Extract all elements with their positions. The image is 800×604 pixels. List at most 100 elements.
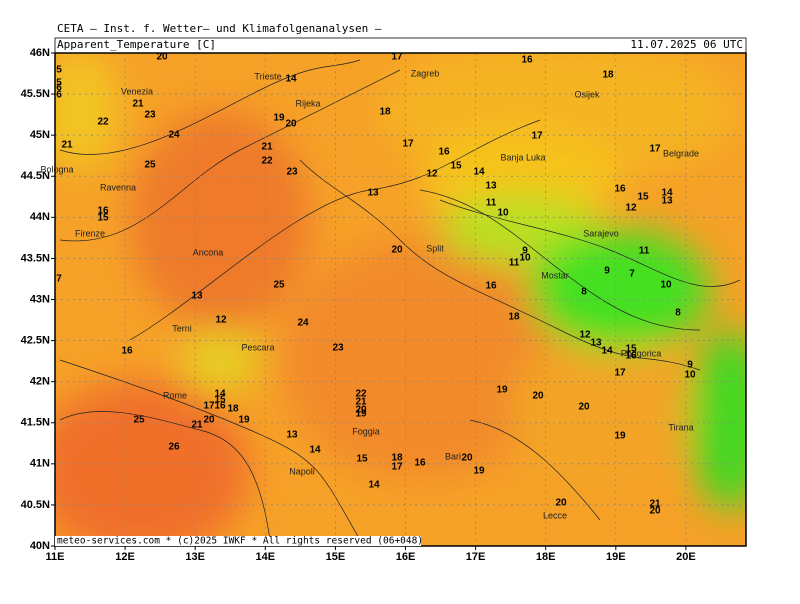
lon-label: 16E [396, 551, 416, 563]
lon-label: 18E [536, 551, 556, 563]
city-name: Terni [172, 323, 192, 333]
contour-label: 20 [649, 506, 661, 517]
contour-label: 20 [555, 498, 567, 509]
footer-box [55, 536, 421, 546]
contour-label: 12 [625, 203, 637, 214]
contour-label: 21 [261, 142, 273, 153]
contour-label: 23 [286, 167, 298, 178]
contour-label: 7 [629, 269, 635, 280]
contour-label: 7 [56, 274, 62, 285]
city-name: Tirana [668, 422, 693, 432]
contour-label: 17 [391, 462, 403, 473]
field-shading [55, 53, 746, 546]
city-name: Rome [163, 390, 187, 400]
contour-label: 17 [391, 52, 403, 63]
contour-label: 16 [521, 55, 533, 66]
contour-label: 18 [602, 70, 614, 81]
lat-label: 45.5N [21, 88, 50, 100]
city-name: Bologna [40, 164, 73, 174]
lon-label: 17E [466, 551, 486, 563]
contour-label: 16 [614, 184, 626, 195]
contour-label: 15 [637, 192, 649, 203]
contour-label: 18 [508, 312, 520, 323]
contour-label: 20 [461, 453, 473, 464]
contour-label: 20 [156, 52, 168, 63]
contour-label: 19 [496, 385, 508, 396]
lon-label: 13E [185, 551, 205, 563]
contour-label: 11 [639, 246, 650, 257]
header-time: 11.07.2025 06 UTC [630, 38, 743, 51]
header-field: Apparent_Temperature [C] [57, 38, 216, 51]
contour-label: 24 [168, 130, 180, 141]
contour-label: 21 [649, 499, 661, 510]
contour-label: 12 [215, 315, 227, 326]
city-name: Ancona [193, 247, 224, 257]
contour-label: 16 [97, 206, 109, 217]
contour-label: 15 [625, 344, 637, 355]
contour-label: 21 [61, 140, 73, 151]
contour-label: 22 [261, 156, 273, 167]
city-name: Mostar [541, 270, 569, 280]
contour-label: 25 [273, 280, 285, 291]
lon-label: 12E [115, 551, 135, 563]
contour-label: 14 [214, 389, 226, 400]
contour-label: 9 [522, 246, 528, 257]
contour-label: 17 [531, 131, 543, 142]
lon-label: 20E [676, 551, 696, 563]
contour-label: 23 [332, 343, 344, 354]
contour-label: 10 [660, 280, 672, 291]
city-name: Podgorica [621, 348, 662, 358]
contour-label: 14 [309, 445, 321, 456]
city-name: Venezia [121, 86, 153, 96]
lat-label: 40N [30, 540, 50, 552]
contour-label: 14 [285, 74, 297, 85]
contour-label: 21 [132, 99, 144, 110]
contour-label: 11 [509, 258, 520, 269]
contour-label: 26 [168, 442, 180, 453]
lat-label: 42.5N [21, 334, 50, 346]
contour-label: 10 [684, 370, 696, 381]
contour-label: 18 [379, 107, 391, 118]
contour-label: 24 [297, 318, 309, 329]
city-name: Zagreb [411, 68, 440, 78]
lat-label: 41N [30, 458, 50, 470]
contour-label: 22 [355, 389, 367, 400]
contour-label: 25 [144, 160, 156, 171]
contour-label: 17 [203, 401, 215, 412]
contour-label: 16 [214, 401, 226, 412]
lat-label: 40.5N [21, 499, 50, 511]
contour-label: 10 [519, 253, 531, 264]
contour-label: 19 [473, 466, 485, 477]
city-name: Ravenna [100, 182, 136, 192]
footer: meteo-services.com * (c)2025 IWKF * All … [57, 536, 423, 547]
city-name: Lecce [543, 510, 567, 520]
contour-label: 9 [687, 360, 693, 371]
lat-label: 43.5N [21, 252, 50, 264]
contour-label: 5 [56, 78, 62, 89]
lat-label: 41.5N [21, 417, 50, 429]
contour-label: 14 [601, 346, 613, 357]
contour-label: 18 [391, 453, 403, 464]
contour-label: 25 [133, 415, 145, 426]
lat-label: 44.5N [21, 170, 50, 182]
contour-label: 21 [191, 420, 203, 431]
contour-label: 12 [426, 169, 438, 180]
contour-label: 8 [675, 308, 681, 319]
contour-label: 16 [121, 346, 133, 357]
contour-label: 16 [414, 458, 426, 469]
city-name: Rijeka [295, 98, 320, 108]
contour-label: 15 [214, 395, 226, 406]
contour-label: 20 [355, 405, 367, 416]
lat-label: 45N [30, 129, 50, 141]
city-name: Firenze [75, 228, 105, 238]
contour-label: 11 [486, 198, 497, 209]
contour-label: 13 [367, 188, 379, 199]
contour-label: 17 [402, 139, 414, 150]
lon-label: 15E [326, 551, 346, 563]
contour-label: 18 [227, 404, 239, 415]
contour-label: 6 [56, 83, 62, 94]
contour-label: 19 [273, 113, 285, 124]
contour-label: 6 [56, 90, 62, 101]
contour-label: 14 [368, 480, 380, 491]
